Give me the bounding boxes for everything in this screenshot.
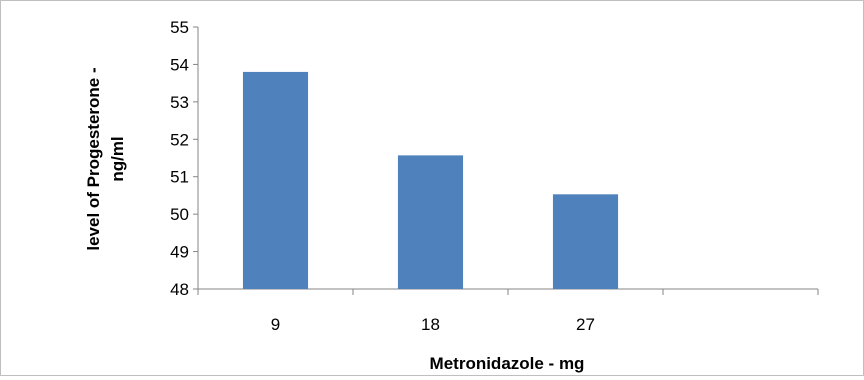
y-tick-label: 50: [170, 205, 189, 224]
y-axis-title-line-2: ng/ml: [108, 136, 127, 181]
y-tick-label: 53: [170, 93, 189, 112]
bar-18: [397, 155, 464, 289]
bar-9: [242, 71, 309, 290]
y-tick-label: 55: [170, 18, 189, 37]
y-tick-label: 48: [170, 280, 189, 299]
bars: [242, 71, 619, 290]
x-axis-title: Metronidazole - mg: [430, 354, 585, 373]
y-axis: 48 49 50 51 52 53 54 55: [170, 18, 199, 299]
y-tick-label: 52: [170, 130, 189, 149]
x-axis: 9 18 27: [197, 288, 819, 334]
bar-27: [552, 194, 619, 289]
y-axis-title-line-1: level of Progesterone -: [84, 67, 103, 250]
y-tick-label: 51: [170, 168, 189, 187]
y-tick-label: 49: [170, 243, 189, 262]
x-tick-label: 18: [421, 315, 440, 334]
x-tick-label: 27: [576, 315, 595, 334]
x-tick-label: 9: [271, 315, 280, 334]
y-tick-label: 54: [170, 55, 189, 74]
